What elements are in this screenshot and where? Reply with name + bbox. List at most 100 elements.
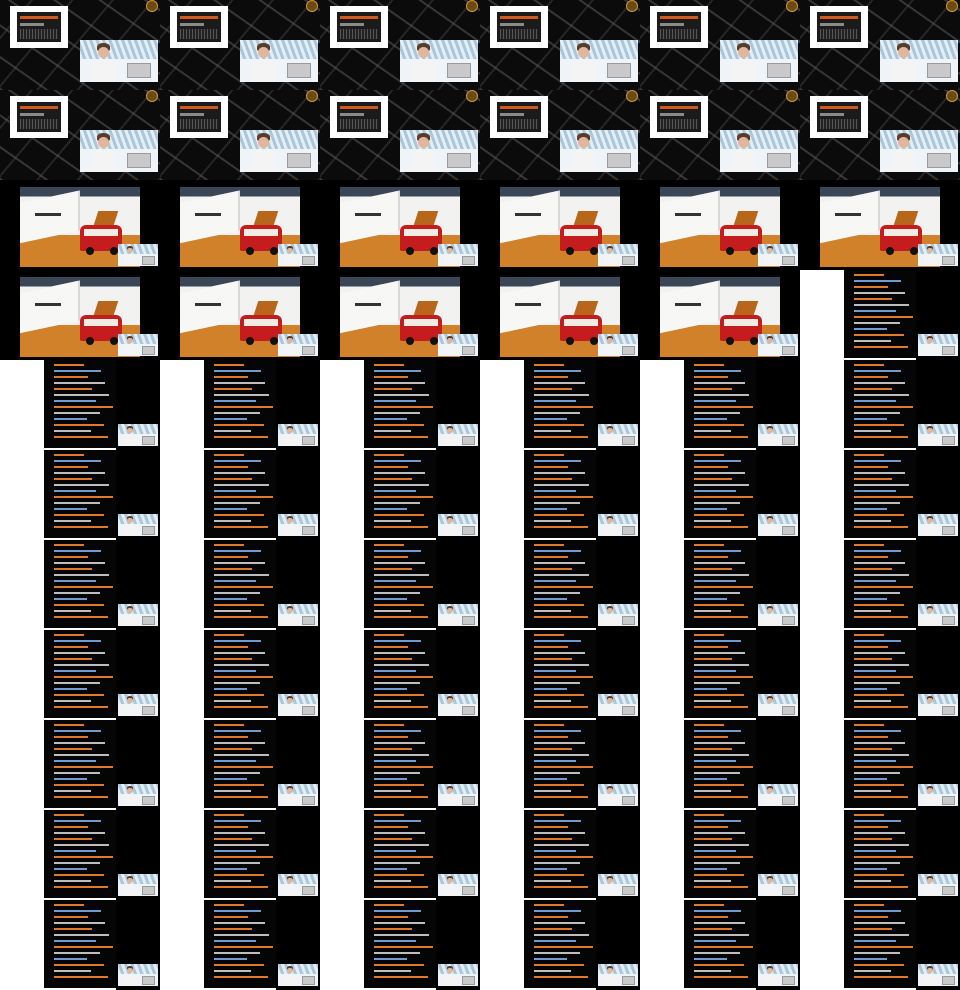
speaker-thumbnail	[118, 334, 158, 356]
logo-stripe	[820, 113, 844, 116]
speaker-head	[737, 46, 749, 58]
slide-text-line	[694, 436, 748, 438]
slide-text-line	[534, 754, 589, 756]
speaker-torso	[443, 974, 457, 986]
slide-text-line	[694, 646, 728, 648]
slide-text-line	[854, 556, 888, 558]
laptop	[942, 706, 956, 715]
slide-text-line	[534, 670, 576, 672]
frame-slides	[160, 450, 320, 540]
speaker-thumbnail	[278, 694, 318, 716]
van-wheel	[726, 247, 734, 255]
speaker-backdrop	[758, 874, 798, 885]
slide-text-line	[854, 682, 900, 684]
exhibition-sign	[515, 213, 541, 216]
frame-slides	[320, 900, 480, 990]
laptop	[782, 436, 796, 445]
slide-text-line	[534, 634, 564, 636]
speaker-backdrop	[118, 874, 158, 885]
slide-text-line	[214, 652, 265, 654]
slide-text-line	[54, 850, 96, 852]
slide-text-line	[854, 286, 888, 288]
frame-title	[320, 0, 480, 90]
speaker-thumbnail	[118, 424, 158, 446]
slide-text-line	[854, 646, 888, 648]
agenda-slide	[204, 720, 276, 808]
event-logo-art	[497, 12, 541, 42]
slide-text-line	[374, 964, 424, 966]
slide-text-line	[694, 724, 724, 726]
slide-text-line	[534, 418, 567, 420]
laptop	[142, 616, 156, 625]
speaker-thumbnail	[918, 334, 958, 356]
slide-text-line	[534, 880, 571, 882]
slide-text-line	[694, 946, 753, 948]
frame-slides	[640, 540, 800, 630]
frame-slides	[480, 810, 640, 900]
speaker-head	[607, 877, 613, 884]
slide-text-line	[854, 508, 887, 510]
slide-text-line	[54, 388, 92, 390]
slide-text-line	[694, 652, 745, 654]
slide-text-line	[534, 430, 571, 432]
slide-text-line	[534, 862, 580, 864]
event-logo-icon	[170, 6, 228, 48]
speaker-backdrop	[118, 784, 158, 795]
slide-text-line	[694, 688, 727, 690]
slide-text-line	[694, 682, 740, 684]
exhibition-wall	[340, 190, 398, 244]
exhibition-sign	[675, 213, 701, 216]
slide-text-line	[374, 514, 424, 516]
speaker-torso	[763, 794, 777, 806]
frame-slides	[0, 360, 160, 450]
speaker-backdrop	[560, 130, 638, 150]
slide-text-line	[694, 604, 744, 606]
slide-text-line	[214, 850, 256, 852]
slide-text-line	[534, 460, 581, 462]
slide-text-line	[694, 862, 740, 864]
slide-text-line	[54, 610, 91, 612]
slide-text-line	[854, 562, 905, 564]
speaker-thumbnail	[598, 244, 638, 266]
speaker-head	[447, 337, 453, 344]
van-wheel	[910, 247, 918, 255]
frame-slides	[160, 630, 320, 720]
speaker-backdrop	[560, 40, 638, 60]
frame-slides	[800, 810, 960, 900]
frame-title	[0, 0, 160, 90]
slide-text-line	[854, 574, 909, 576]
speaker-thumbnail	[118, 694, 158, 716]
speaker-thumbnail	[598, 964, 638, 986]
slide-text-line	[854, 700, 891, 702]
slide-text-line	[694, 658, 732, 660]
slide-text-line	[694, 478, 732, 480]
speaker-thumbnail	[758, 874, 798, 896]
event-logo-art	[177, 12, 221, 42]
slide-text-line	[854, 940, 896, 942]
exhibition-sign	[35, 213, 61, 216]
speaker-thumbnail	[278, 244, 318, 266]
speaker-backdrop	[118, 514, 158, 525]
van-roof	[253, 301, 279, 315]
slide-text-line	[534, 790, 571, 792]
slide-text-line	[854, 742, 905, 744]
speaker-backdrop	[758, 334, 798, 345]
slide-text-line	[214, 508, 247, 510]
slide-text-line	[534, 850, 576, 852]
speaker-torso	[283, 614, 297, 626]
agenda-slide	[44, 630, 116, 718]
speaker-thumbnail	[598, 784, 638, 806]
speaker-backdrop	[918, 964, 958, 975]
agenda-slide	[844, 540, 916, 628]
speaker-backdrop	[758, 604, 798, 615]
slide-text-line	[54, 796, 108, 798]
slide-text-line	[54, 958, 87, 960]
slide-text-line	[534, 550, 581, 552]
slide-text-line	[374, 520, 411, 522]
slide-text-line	[214, 784, 264, 786]
slide-text-line	[694, 376, 728, 378]
slide-text-line	[854, 586, 913, 588]
slide-text-line	[214, 856, 273, 858]
slide-text-line	[214, 472, 265, 474]
speaker-backdrop	[278, 964, 318, 975]
